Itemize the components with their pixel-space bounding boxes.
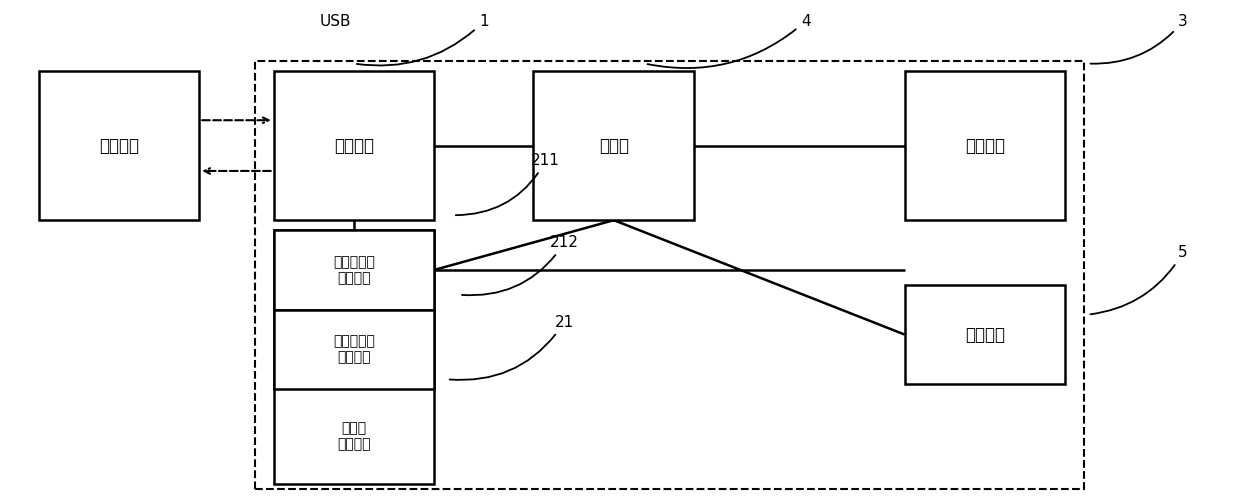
Text: 电源模块: 电源模块 (965, 326, 1004, 344)
Text: 接口模块: 接口模块 (334, 136, 374, 154)
Text: 易失性
存储模块: 易失性 存储模块 (337, 422, 371, 452)
Bar (255, 61, 1084, 488)
Text: 处理器: 处理器 (599, 136, 629, 154)
Text: 1: 1 (357, 14, 489, 66)
Text: 211: 211 (456, 153, 560, 215)
Text: 第一易失性
存储模块: 第一易失性 存储模块 (334, 255, 374, 285)
Bar (533, 71, 694, 220)
Text: 5: 5 (1090, 245, 1188, 314)
Text: 4: 4 (647, 14, 811, 68)
Bar (274, 230, 434, 483)
Bar (274, 310, 434, 389)
Text: 212: 212 (463, 235, 579, 295)
Text: 21: 21 (450, 314, 574, 380)
Text: 外部设备: 外部设备 (99, 136, 139, 154)
Bar (274, 71, 434, 220)
Text: 触发模块: 触发模块 (965, 136, 1004, 154)
Bar (904, 71, 1065, 220)
Text: USB: USB (320, 14, 351, 29)
Bar (904, 285, 1065, 384)
Text: 3: 3 (1090, 14, 1188, 64)
Bar (38, 71, 200, 220)
Text: 第二易失性
存储模块: 第二易失性 存储模块 (334, 334, 374, 364)
Bar (274, 230, 434, 310)
